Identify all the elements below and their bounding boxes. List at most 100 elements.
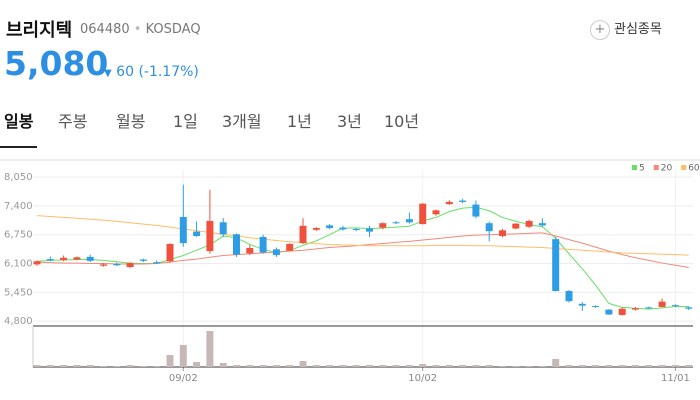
candle-body [472,204,480,217]
candle-body [485,223,493,232]
volume-bar [153,366,161,367]
volume-bar [379,365,387,367]
candle-body [645,307,653,309]
candle-body [166,244,174,262]
change: ▼ 60 (-1.17%) [104,64,199,80]
volume-bar [60,365,68,367]
legend-swatch [653,165,659,170]
tab[interactable]: 1년 [287,112,312,131]
watch-button[interactable]: + 관심종목 [590,18,662,40]
candle-body [113,263,121,266]
volume-bar [73,365,81,367]
tab[interactable]: 월봉 [116,112,146,131]
volume-bar [126,365,134,367]
watch-label: 관심종목 [614,22,662,37]
candle-body [632,308,639,310]
change-rate: (-1.17%) [138,64,199,80]
candle-body [339,227,347,230]
candle-body [445,201,453,205]
volume-bar [339,365,347,367]
candle-body [60,257,68,260]
volume-bar [312,365,320,367]
volume-bar [233,365,240,367]
legend-label: 5 [639,164,645,174]
candle-body [272,249,280,256]
candle-body [432,210,440,215]
volume-bar [259,365,267,367]
tab[interactable]: 1일 [173,112,198,131]
candle-body [552,239,560,291]
volume-bar [46,365,54,367]
stock-name: 브리지텍 [6,20,73,41]
candle-body [525,220,533,227]
tab[interactable]: 일봉 [4,112,34,131]
candle-body [352,228,360,230]
volume-bar [632,365,639,367]
candle-body [73,257,81,260]
candle-body [671,305,679,307]
tab[interactable]: 3개월 [222,112,262,131]
tab[interactable]: 3년 [337,112,362,131]
candle-body [326,225,334,229]
candle-body [206,220,214,252]
volume-bar [459,365,467,367]
volume-bar [299,361,307,367]
candle-body [86,256,94,261]
candle-body [578,303,586,306]
volume-bar [685,365,693,367]
market: KOSDAQ [145,22,201,37]
legend-label: 20 [661,164,673,174]
legend-label: 60 [688,164,700,174]
volume-bar [565,365,573,367]
price: 5,080 [4,44,109,83]
candle-body [512,223,520,229]
volume-bar [405,365,413,367]
volume-bar [179,345,187,367]
volume-bar [113,366,121,367]
active-tab-underline [0,146,37,148]
volume-bar [485,365,493,367]
volume-bar [366,365,373,367]
candle-body [392,222,400,224]
candle-body [499,230,506,237]
volume-bar [100,366,107,367]
y-tick-label: 5,450 [4,287,33,298]
candle-body [233,234,240,255]
volume-bar [392,365,400,367]
tab[interactable]: 주봉 [58,112,88,131]
candle-body [139,259,147,261]
volume-bar [166,355,174,367]
candle-body [685,307,693,309]
volume-bar [552,359,560,367]
volume-bar [512,366,520,367]
volume-bar [419,364,427,367]
candle-body [419,203,427,225]
candle-body [658,301,666,307]
y-tick-label: 6,100 [4,259,33,270]
candle-body [405,219,413,223]
candle-body [592,306,600,308]
volume-bar [432,365,440,367]
candle-body [379,223,387,228]
candle-body [605,309,613,315]
candle-body [193,231,201,237]
candle-body [126,263,134,268]
volume-bar [206,331,214,367]
volume-bar [671,365,679,367]
volume-bar [578,365,586,367]
x-tick-label: 09/02 [169,373,198,384]
candle-body [299,225,307,244]
candle-body [459,200,467,202]
candle-body [46,259,54,261]
change-value: 60 [116,64,134,80]
legend-swatch [681,165,687,170]
volume-bar [272,365,280,367]
x-tick-label: 11/01 [661,373,690,384]
volume-bar [525,366,533,367]
volume-bar [538,366,546,367]
ma-line [36,215,689,256]
tab[interactable]: 10년 [384,112,420,131]
volume-bar [286,365,294,367]
x-tick-label: 10/02 [408,373,437,384]
